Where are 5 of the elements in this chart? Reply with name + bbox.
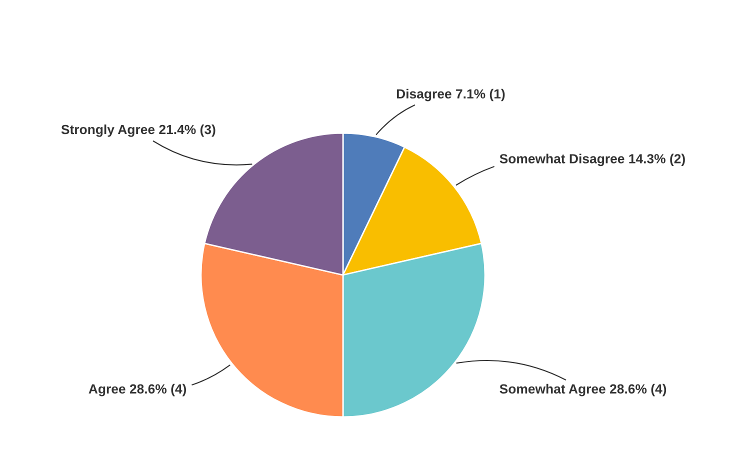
slice-label: Strongly Agree 21.4% (3): [61, 124, 216, 137]
slice-label: Disagree 7.1% (1): [396, 88, 505, 102]
slice-label: Somewhat Agree 28.6% (4): [500, 384, 666, 396]
slice-label: Somewhat Disagree 14.3% (2): [500, 154, 685, 166]
slice-label: Agree 28.6% (4): [88, 384, 186, 396]
